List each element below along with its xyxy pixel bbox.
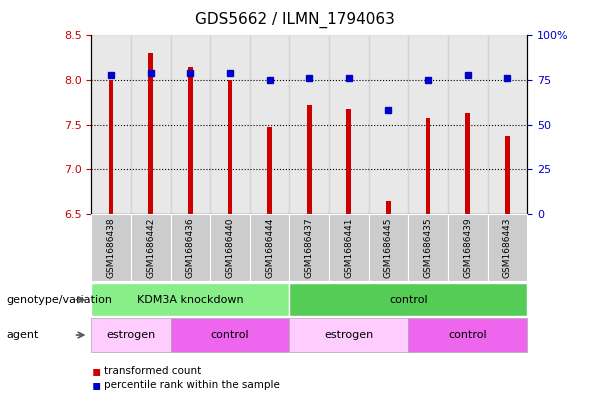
Text: GSM1686440: GSM1686440 (226, 217, 234, 278)
Bar (210, 35, 250, 214)
Bar (188, 67, 193, 214)
Text: genotype/variation: genotype/variation (6, 295, 112, 305)
Bar (346, 109, 351, 214)
Text: GSM1686443: GSM1686443 (503, 217, 512, 278)
Bar (91, 35, 131, 214)
Text: GSM1686442: GSM1686442 (146, 217, 155, 278)
Bar (408, 35, 448, 214)
Text: KDM3A knockdown: KDM3A knockdown (137, 295, 244, 305)
Bar (267, 127, 272, 214)
Bar (307, 105, 312, 214)
Text: GDS5662 / ILMN_1794063: GDS5662 / ILMN_1794063 (194, 12, 395, 28)
Bar (131, 35, 171, 214)
Text: GSM1686441: GSM1686441 (345, 217, 353, 278)
Text: transformed count: transformed count (104, 366, 201, 376)
Text: percentile rank within the sample: percentile rank within the sample (104, 380, 280, 390)
Bar (329, 35, 369, 214)
Bar (171, 35, 210, 214)
Text: GSM1686437: GSM1686437 (305, 217, 314, 278)
Text: GSM1686445: GSM1686445 (384, 217, 393, 278)
Text: GSM1686438: GSM1686438 (107, 217, 115, 278)
Text: GSM1686444: GSM1686444 (265, 217, 274, 278)
Text: estrogen: estrogen (324, 330, 373, 340)
Text: ▪: ▪ (91, 364, 101, 378)
Text: agent: agent (6, 330, 38, 340)
Bar (227, 80, 232, 214)
Bar (369, 35, 408, 214)
Bar (505, 136, 509, 214)
Text: control: control (448, 330, 487, 340)
Text: GSM1686436: GSM1686436 (186, 217, 195, 278)
Text: estrogen: estrogen (106, 330, 155, 340)
Bar (148, 53, 153, 214)
Bar (465, 113, 470, 214)
Bar (250, 35, 289, 214)
Text: ▪: ▪ (91, 378, 101, 392)
Bar (426, 118, 431, 214)
Bar (386, 201, 391, 214)
Text: control: control (389, 295, 428, 305)
Bar (109, 80, 114, 214)
Text: GSM1686439: GSM1686439 (463, 217, 472, 278)
Bar (488, 35, 527, 214)
Bar (289, 35, 329, 214)
Text: GSM1686435: GSM1686435 (423, 217, 432, 278)
Bar (448, 35, 488, 214)
Text: control: control (211, 330, 249, 340)
